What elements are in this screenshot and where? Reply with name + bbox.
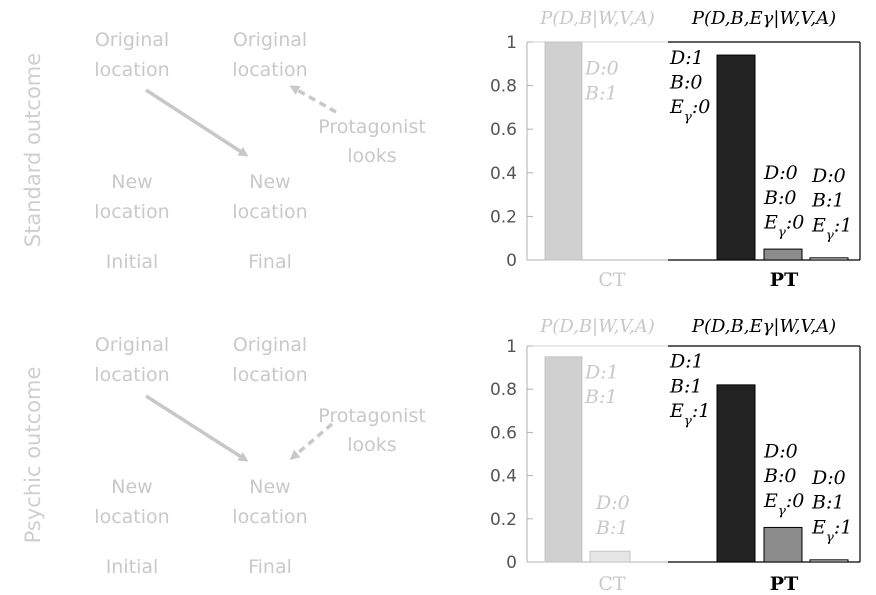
y-tick-label: 0.2 — [490, 510, 517, 530]
bar-label: Eγ:0 — [669, 96, 710, 125]
bar-label: B:1 — [595, 517, 628, 539]
final-label: Final — [248, 251, 292, 273]
new-loc-final-2: location — [232, 506, 307, 528]
bar-label: Eγ:1 — [811, 214, 852, 243]
bar — [809, 559, 849, 563]
initial-label: Initial — [106, 251, 159, 273]
look-arrow — [289, 85, 337, 114]
y-tick-label: 0.8 — [490, 380, 517, 400]
bar — [544, 41, 583, 261]
move-arrow — [145, 88, 249, 157]
new-loc-final-2: location — [232, 201, 307, 223]
y-tick-label: 1 — [506, 33, 517, 53]
y-tick-label: 0 — [506, 553, 517, 573]
row-label-standard: Standard outcome — [21, 53, 45, 247]
ct-category-label: CT — [598, 573, 626, 595]
new-loc-initial-2: location — [94, 201, 169, 223]
bar-label: D:0 — [811, 165, 846, 187]
bar-label: B:1 — [811, 492, 844, 514]
protagonist-label: Protagonist — [318, 405, 426, 427]
y-tick-label: 0.6 — [490, 120, 517, 140]
y-tick-label: 0 — [506, 251, 517, 271]
bar — [763, 526, 803, 563]
pt-title: P(D,B,Eγ|W,V,A) — [691, 8, 836, 29]
y-tick-label: 0.4 — [490, 164, 517, 184]
bar — [589, 550, 631, 563]
look-arrow — [289, 422, 334, 460]
charts: 0 0.2 0.4 0.6 0.8 1 P(D,B|W,V,A) P(D,B,Eγ|W,V,A… — [490, 8, 861, 595]
new-loc-final: New — [249, 171, 290, 193]
bar-label: Eγ:1 — [811, 516, 852, 545]
y-tick-label: 1 — [506, 337, 517, 357]
protagonist-label: Protagonist — [318, 116, 426, 138]
bar-label: B:1 — [584, 82, 617, 104]
bar — [544, 356, 583, 563]
row-label-psychic: Psychic outcome — [21, 367, 45, 544]
row-psychic: Psychic outcome Original location Origin… — [21, 334, 426, 578]
y-tick-label: 0.8 — [490, 77, 517, 97]
pt-title: P(D,B,Eγ|W,V,A) — [691, 316, 836, 337]
orig-loc-initial: Original — [95, 334, 169, 356]
orig-loc-final-2: location — [232, 59, 307, 81]
bar-label: D:0 — [763, 440, 798, 462]
chart-panel-1: 0 0.2 0.4 0.6 0.8 1 P(D,B|W,V,A) P(D,B,Eγ|W,V,A… — [490, 8, 861, 291]
diagram-psychic: Original location Original location New … — [94, 334, 425, 578]
bar-label: D:1 — [669, 47, 704, 69]
bar — [809, 257, 849, 261]
bar-label: Eγ:0 — [763, 212, 804, 241]
y-tick-label: 0.4 — [490, 467, 517, 487]
bar-label: Eγ:1 — [669, 400, 710, 429]
new-loc-initial: New — [111, 476, 152, 498]
bar-label: Eγ:0 — [763, 490, 804, 518]
orig-loc-initial-2: location — [94, 59, 169, 81]
ct-title: P(D,B|W,V,A) — [539, 316, 655, 337]
orig-loc-final: Original — [233, 334, 307, 356]
ct-title: P(D,B|W,V,A) — [539, 8, 655, 29]
orig-loc-final-2: location — [232, 364, 307, 386]
bar — [716, 54, 756, 261]
orig-loc-final: Original — [233, 29, 307, 51]
bar-label: B:0 — [763, 465, 796, 487]
row-standard: Standard outcome Original location Origi… — [21, 29, 426, 273]
bar-label: D:0 — [595, 492, 630, 514]
chart-panel-2: 0 0.2 0.4 0.6 0.8 1 P(D,B|W,V,A) P(D,B,Eγ|W,V,A… — [490, 316, 861, 595]
diagram-standard: Original location Original location New … — [94, 29, 425, 273]
new-loc-initial-2: location — [94, 506, 169, 528]
y-tick-label: 0.6 — [490, 423, 517, 443]
ct-category-label: CT — [598, 269, 626, 291]
bar-label: B:1 — [811, 190, 844, 212]
move-arrow — [145, 394, 249, 462]
pt-category-label: PT — [770, 269, 798, 291]
bar-label: B:0 — [669, 72, 702, 94]
bar-label: D:0 — [584, 58, 619, 80]
protagonist-label-2: looks — [347, 145, 396, 167]
bar-label: D:1 — [669, 351, 704, 373]
pt-category-label: PT — [770, 573, 798, 595]
final-label: Final — [248, 556, 292, 578]
new-loc-initial: New — [111, 171, 152, 193]
bar-label: D:0 — [763, 162, 798, 184]
bar-label: B:0 — [763, 187, 796, 209]
new-loc-final: New — [249, 476, 290, 498]
bar-label: D:0 — [811, 467, 846, 489]
orig-loc-initial-2: location — [94, 364, 169, 386]
bar-label: B:1 — [669, 375, 702, 397]
protagonist-label-2: looks — [347, 434, 396, 456]
bar-label: D:1 — [584, 361, 619, 383]
bar — [763, 248, 803, 261]
initial-label: Initial — [106, 556, 159, 578]
bar-label: B:1 — [584, 386, 617, 408]
orig-loc-initial: Original — [95, 29, 169, 51]
bar — [716, 384, 756, 563]
y-tick-label: 0.2 — [490, 207, 517, 227]
